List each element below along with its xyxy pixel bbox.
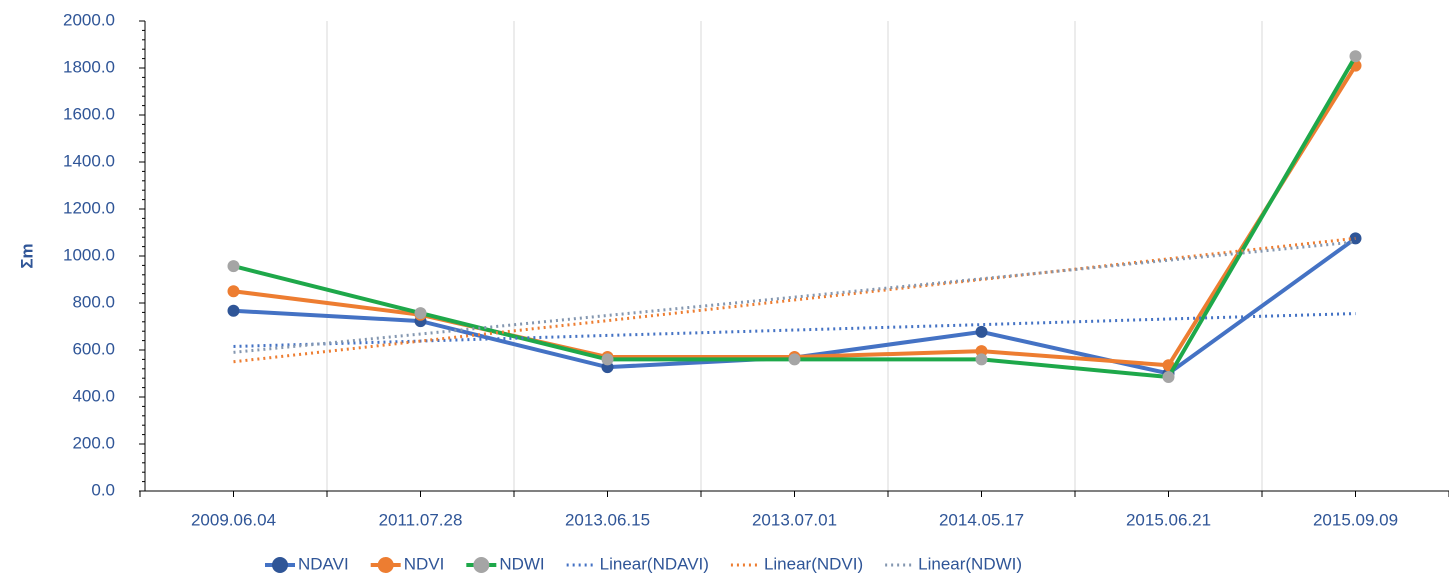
legend-label: NDAVI bbox=[298, 554, 349, 573]
legend-marker bbox=[377, 557, 394, 573]
x-tick-label: 2014.05.17 bbox=[939, 510, 1024, 529]
legend-label: NDVI bbox=[404, 554, 445, 573]
marker bbox=[227, 260, 240, 273]
marker bbox=[227, 285, 240, 298]
y-tick-label: 1600.0 bbox=[63, 104, 115, 123]
x-tick-label: 2009.06.04 bbox=[191, 510, 276, 529]
y-tick-label: 200.0 bbox=[72, 433, 115, 452]
marker bbox=[601, 353, 614, 366]
y-tick-label: 1200.0 bbox=[63, 198, 115, 217]
y-tick-label: 600.0 bbox=[72, 339, 115, 358]
x-tick-label: 2015.06.21 bbox=[1126, 510, 1211, 529]
y-axis-label: Σm bbox=[17, 243, 36, 268]
y-tick-label: 800.0 bbox=[72, 292, 115, 311]
y-tick-label: 2000.0 bbox=[63, 10, 115, 29]
trend-line bbox=[233, 236, 1356, 364]
y-tick-label: 400.0 bbox=[72, 386, 115, 405]
x-tick-label: 2015.09.09 bbox=[1313, 510, 1398, 529]
trend-line bbox=[233, 312, 1356, 348]
marker bbox=[788, 353, 801, 366]
marker bbox=[975, 345, 988, 358]
series-line bbox=[233, 55, 1358, 380]
marker bbox=[414, 307, 427, 320]
x-tick-label: 2011.07.28 bbox=[379, 510, 463, 529]
legend-marker bbox=[473, 557, 490, 573]
marker bbox=[1349, 50, 1362, 63]
legend-label: Linear(NDVI) bbox=[764, 554, 863, 573]
marker bbox=[1162, 371, 1175, 384]
marker bbox=[227, 304, 240, 317]
legend-label: Linear(NDAVI) bbox=[600, 554, 709, 573]
marker bbox=[975, 353, 988, 366]
y-tick-label: 1000.0 bbox=[63, 245, 115, 264]
y-tick-label: 1400.0 bbox=[63, 151, 115, 170]
trend-line bbox=[233, 240, 1356, 354]
legend-label: Linear(NDWI) bbox=[918, 554, 1022, 573]
legend-label: NDWI bbox=[499, 554, 544, 573]
legend-marker bbox=[272, 557, 288, 573]
y-tick-label: 0.0 bbox=[91, 480, 115, 499]
y-tick-label: 1800.0 bbox=[63, 57, 115, 76]
x-tick-label: 2013.07.01 bbox=[752, 510, 837, 529]
marker bbox=[975, 325, 988, 338]
x-tick-label: 2013.06.15 bbox=[565, 510, 650, 529]
